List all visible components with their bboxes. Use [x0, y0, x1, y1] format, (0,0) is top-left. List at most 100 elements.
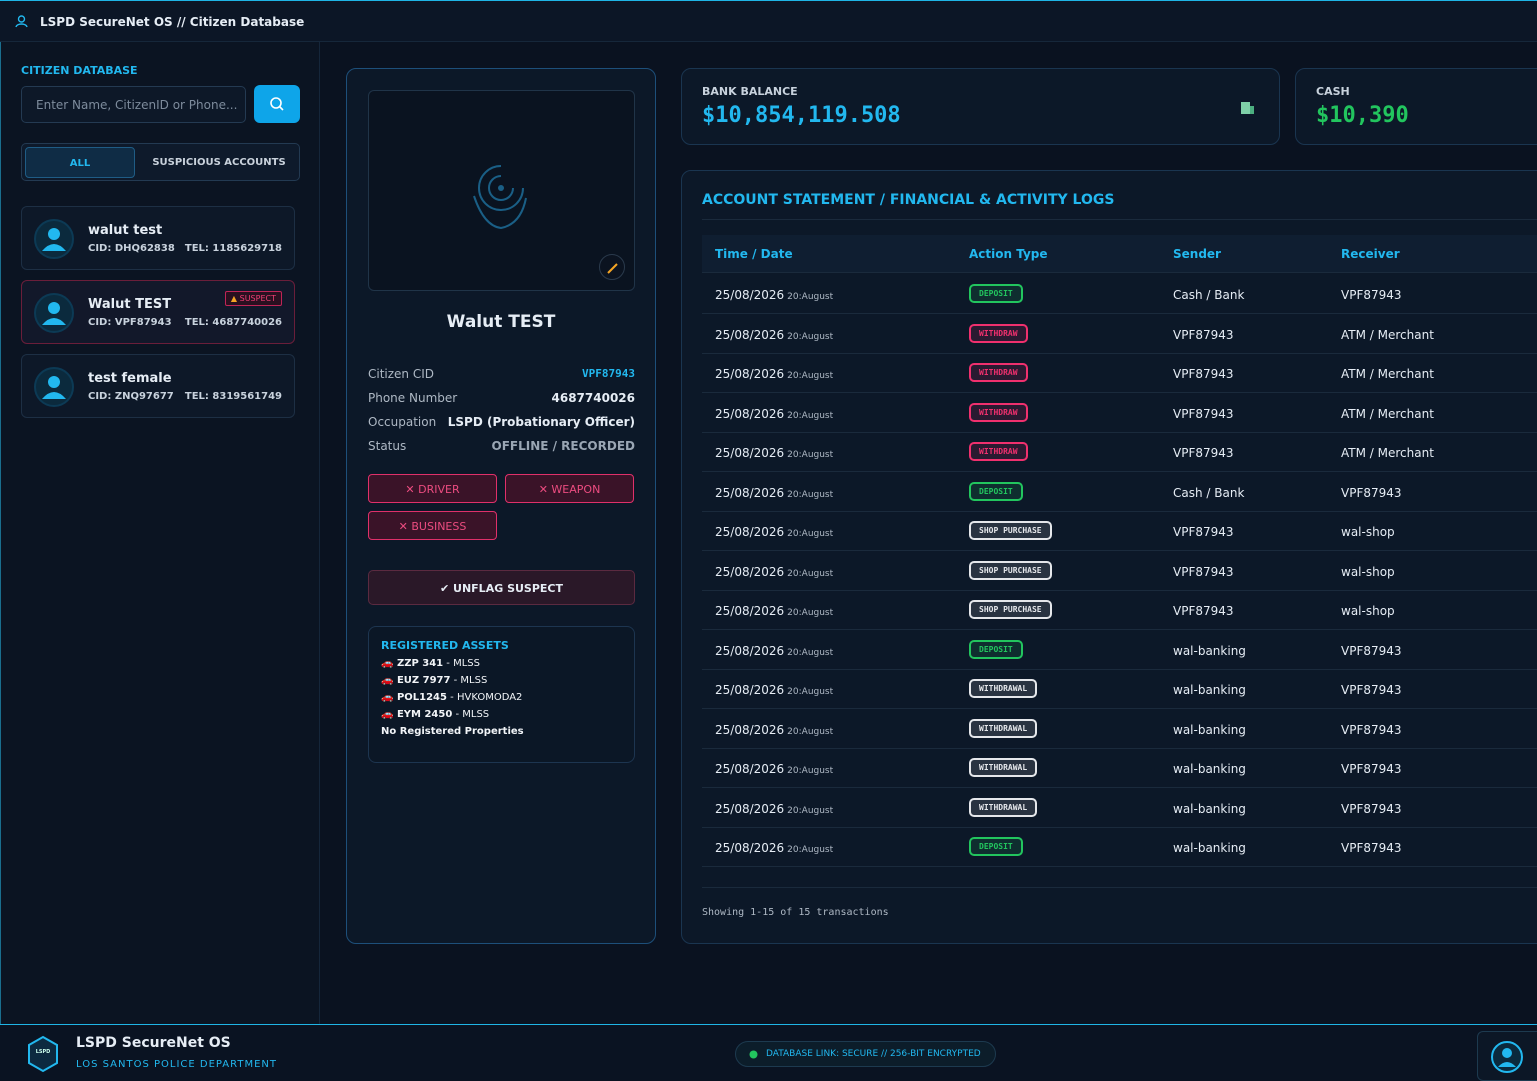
action-pill: WITHDRAWAL	[969, 679, 1038, 698]
field-label: Citizen CID	[368, 367, 435, 381]
row-date: 25/08/2026 20:August	[715, 644, 833, 658]
action-pill: WITHDRAWAL	[969, 718, 1038, 738]
tab[interactable]: ALL	[25, 147, 135, 178]
action-pill: DEPOSIT	[969, 481, 1023, 501]
tab[interactable]: SUSPICIOUS ACCOUNTS	[152, 157, 286, 168]
date: 25/08/2026	[715, 485, 785, 500]
assets-title: REGISTERED ASSETS	[381, 639, 509, 652]
column-header: Action Type	[969, 247, 1048, 261]
separator: -	[450, 675, 461, 686]
separator: -	[452, 709, 463, 720]
profile-field: Citizen CID VPF87943	[368, 367, 635, 381]
row-date: 25/08/2026 20:August	[715, 367, 833, 381]
vehicle-row: 🚗 ZZP 341 - MLSS	[381, 658, 634, 669]
search-icon	[270, 97, 284, 111]
bank-value: $10,854,119.508	[702, 103, 901, 128]
vehicle-row: 🚗 POL1245 - HVKOMODA2	[381, 692, 634, 703]
bank-label: BANK BALANCE	[702, 85, 798, 98]
status-pill: DATABASE LINK: SECURE // 256-BIT ENCRYPT…	[735, 1041, 996, 1067]
edit-photo-button[interactable]	[599, 254, 625, 280]
license-tag[interactable]: ✕ BUSINESS	[368, 511, 497, 540]
action-pill: WITHDRAW	[969, 363, 1028, 382]
time: 20:August	[787, 845, 834, 855]
photo-frame	[368, 90, 635, 291]
citizen-tel: TEL: 8319561749	[184, 391, 282, 402]
row-date: 25/08/2026 20:August	[715, 723, 833, 737]
time: 20:August	[787, 726, 834, 737]
receiver: wal-shop	[1341, 604, 1395, 618]
sender: VPF87943	[1173, 604, 1234, 618]
row-date: 25/08/2026 20:August	[715, 446, 833, 460]
table-summary: Showing 1-15 of 15 transactions	[702, 907, 889, 918]
statement-panel: ACCOUNT STATEMENT / FINANCIAL & ACTIVITY…	[681, 170, 1537, 944]
citizen-name: walut test	[88, 223, 163, 238]
time: 20:August	[787, 647, 834, 658]
statement-title: ACCOUNT STATEMENT / FINANCIAL & ACTIVITY…	[702, 192, 1115, 208]
receiver: VPF87943	[1341, 683, 1402, 697]
user-widget[interactable]	[1477, 1031, 1537, 1081]
sender: wal-banking	[1173, 643, 1246, 658]
sender: VPF87943	[1173, 446, 1234, 460]
table-row: 25/08/2026 20:August WITHDRAW VPF87943 ATM /…	[702, 314, 1537, 354]
field-label: Occupation	[368, 415, 437, 429]
sender: Cash / Bank	[1173, 288, 1245, 302]
vehicle-row: 🚗 EYM 2450 - MLSS	[381, 709, 634, 720]
license-tag[interactable]: ✕ WEAPON	[505, 474, 634, 503]
action-pill: DEPOSIT	[969, 284, 1023, 303]
table-header	[702, 235, 1537, 273]
citizen-avatar	[34, 367, 74, 407]
action-pill: WITHDRAWAL	[969, 797, 1038, 817]
citizen-card[interactable]: Walut TEST CID: VPF87943 TEL: 4687740026 ▲ …	[21, 280, 295, 344]
car-icon: 🚗	[381, 709, 397, 720]
citizen-name: Walut TEST	[88, 297, 172, 312]
citizen-card[interactable]: test female CID: ZNQ97677 TEL: 8319561749	[21, 354, 295, 418]
citizen-avatar	[34, 219, 74, 259]
time: 20:August	[787, 687, 834, 697]
button-label: UNFLAG SUSPECT	[453, 582, 563, 595]
vehicle-plate: ZZP 341	[396, 658, 444, 669]
badge-text: SUSPECT	[239, 294, 276, 303]
field-label: Status	[368, 439, 407, 453]
table-row: 25/08/2026 20:August WITHDRAWAL wal-banking…	[702, 669, 1537, 709]
license-tag[interactable]: ✕ DRIVER	[368, 474, 497, 503]
assets-panel: REGISTERED ASSETS 🚗 ZZP 341 - MLSS 🚗 EUZ …	[368, 626, 635, 763]
profile-field: Phone Number 4687740026	[368, 391, 635, 405]
warning-icon: ▲	[230, 294, 240, 303]
search-button[interactable]	[254, 85, 300, 123]
table-row: 25/08/2026 20:August SHOP PURCHASE VPF87943…	[702, 590, 1537, 630]
action-pill: WITHDRAW	[969, 402, 1028, 422]
receiver: ATM / Merchant	[1341, 446, 1434, 460]
row-date: 25/08/2026 20:August	[715, 841, 833, 855]
date: 25/08/2026	[715, 722, 785, 737]
properties-note: No Registered Properties	[381, 726, 524, 737]
unflag-button[interactable]: ✔ UNFLAG SUSPECT	[368, 570, 635, 605]
sender: Cash / Bank	[1173, 485, 1245, 500]
cash-card: CASH $10,390	[1295, 68, 1537, 145]
time: 20:August	[787, 331, 834, 342]
license-name: DRIVER	[418, 483, 460, 496]
date: 25/08/2026	[715, 327, 785, 342]
table-row: 25/08/2026 20:August DEPOSIT Cash / Bank VPF…	[702, 274, 1537, 314]
cash-value: $10,390	[1316, 103, 1409, 128]
receiver: VPF87943	[1341, 722, 1402, 737]
action-pill: WITHDRAW	[969, 323, 1028, 343]
date: 25/08/2026	[715, 801, 785, 816]
table-row: 25/08/2026 20:August WITHDRAW VPF87943 ATM /…	[702, 432, 1537, 472]
sender: wal-banking	[1173, 762, 1246, 776]
date: 25/08/2026	[715, 683, 785, 697]
receiver: ATM / Merchant	[1341, 327, 1434, 342]
car-icon: 🚗	[381, 658, 397, 669]
app-title: LSPD SecureNet OS // Citizen Database	[40, 15, 305, 29]
citizen-card[interactable]: walut test CID: DHQ62838 TEL: 1185629718	[21, 206, 295, 270]
pencil-icon	[607, 263, 618, 274]
vehicle-plate: POL1245	[396, 692, 447, 703]
vehicle-plate: EYM 2450	[396, 709, 453, 720]
action-pill: SHOP PURCHASE	[969, 521, 1052, 540]
action-pill: WITHDRAW	[969, 442, 1028, 461]
logo-badge	[28, 1035, 58, 1073]
action-pill: DEPOSIT	[969, 837, 1023, 856]
search-input[interactable]: Enter Name, CitizenID or Phone...	[21, 86, 246, 123]
tab-bar: ALL SUSPICIOUS ACCOUNTS	[21, 143, 300, 181]
vehicle-row: 🚗 EUZ 7977 - MLSS	[381, 675, 634, 686]
